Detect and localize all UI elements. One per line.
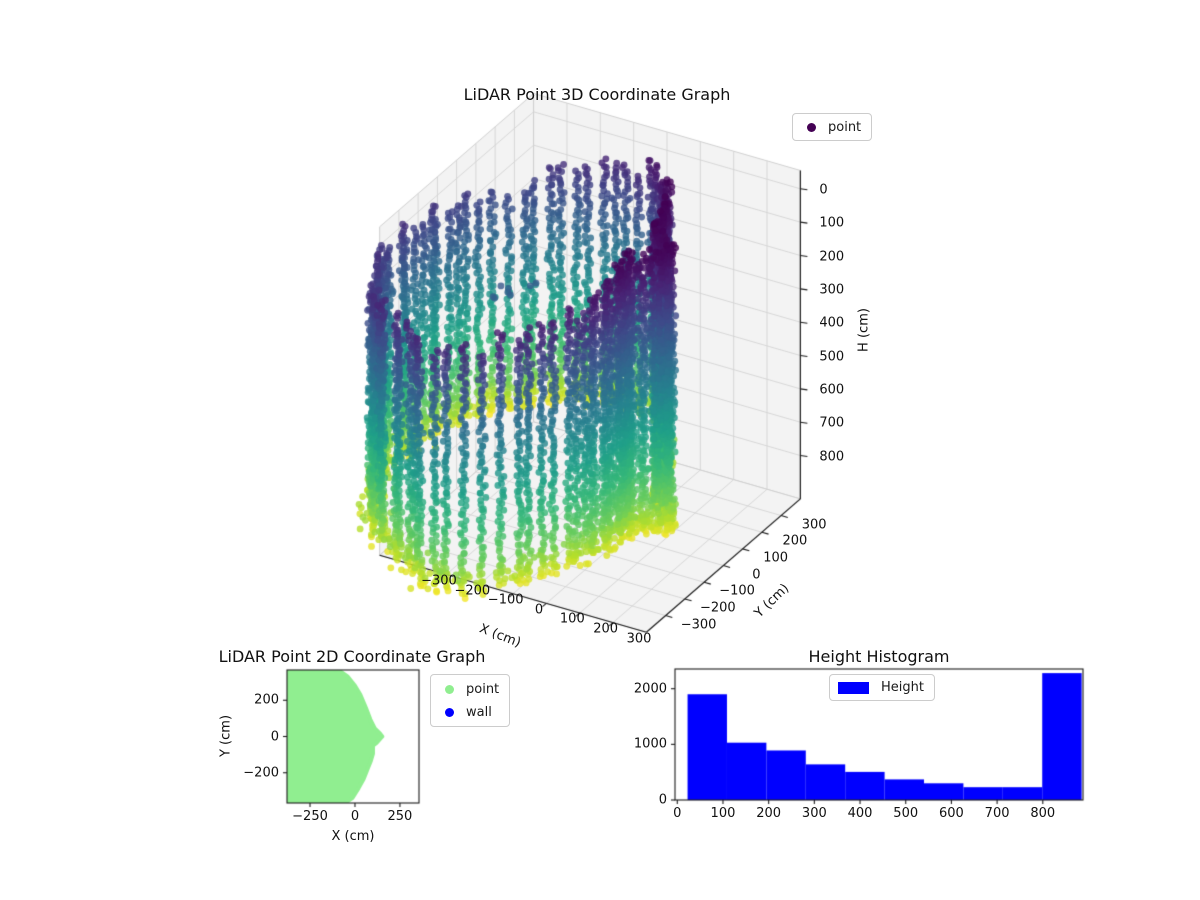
histogram-ytick-0: 0 <box>658 792 667 808</box>
histogram-legend: Height <box>829 674 935 701</box>
plot3d-ytick-5: 200 <box>782 533 808 549</box>
plot3d-ztick-3: 300 <box>819 282 845 298</box>
plot3d-ztick-0: 0 <box>819 182 828 198</box>
plot3d-xtick-2: −100 <box>487 592 524 608</box>
histogram-ytick-2: 2000 <box>633 681 667 697</box>
histogram-xtick-8: 800 <box>1030 806 1056 821</box>
histogram-xtick-5: 500 <box>893 806 919 821</box>
legend-row-point: point <box>439 679 499 699</box>
plot2d-ytick-2: −200 <box>243 765 279 781</box>
histogram-xtick-7: 700 <box>984 806 1010 821</box>
plot3d-ztick-5: 500 <box>819 349 845 365</box>
plot3d-ytick-2: −100 <box>719 583 755 599</box>
plot2d-ytick-0: 200 <box>254 692 279 708</box>
histogram-xtick-4: 400 <box>847 806 873 821</box>
legend-row-wall: wall <box>439 702 499 722</box>
histogram-xtick-6: 600 <box>938 806 964 821</box>
wall-marker-swatch <box>445 707 454 717</box>
height-bar-swatch <box>838 681 869 694</box>
point-legend-label: point <box>466 681 500 697</box>
plot3d-ztick-7: 700 <box>819 415 845 431</box>
histogram-xtick-2: 200 <box>756 806 782 821</box>
plot3d-ztick-1: 100 <box>819 215 845 231</box>
histogram-xtick-0: 0 <box>673 806 682 821</box>
plot2d-xlabel: X (cm) <box>331 829 375 844</box>
plot3d-ytick-1: −200 <box>700 600 736 616</box>
histogram-xtick-1: 100 <box>710 806 736 821</box>
plot3d-ztick-4: 400 <box>819 315 845 331</box>
legend-row-height: Height <box>838 680 924 696</box>
point-marker-swatch <box>445 684 454 694</box>
plot3d-ytick-4: 100 <box>763 550 789 566</box>
plot3d-xtick-6: 300 <box>626 631 652 647</box>
plot3d-ztick-8: 800 <box>819 449 845 465</box>
plot3d-xtick-3: 0 <box>534 602 544 618</box>
plot2d-xtick-2: 250 <box>387 809 413 824</box>
plot3d-ztick-6: 600 <box>819 382 845 398</box>
plot2d-xtick-0: −250 <box>292 809 328 824</box>
plot2d-title: LiDAR Point 2D Coordinate Graph <box>218 647 486 666</box>
plot3d-ztick-2: 200 <box>819 249 845 264</box>
legend-row-point: point <box>801 119 861 135</box>
plot3d-ytick-0: −300 <box>680 617 717 633</box>
wall-legend-label: wall <box>466 704 492 720</box>
point-legend-label: point <box>828 119 862 135</box>
plot3d-title: LiDAR Point 3D Coordinate Graph <box>463 85 731 104</box>
height-legend-label: Height <box>881 680 924 695</box>
plot3d-ytick-6: 300 <box>801 517 827 533</box>
plot3d-xtick-5: 200 <box>593 621 619 637</box>
histogram-xtick-3: 300 <box>801 806 827 821</box>
plot3d-xtick-0: −300 <box>421 573 457 589</box>
plot2d-ylabel: Y (cm) <box>218 714 234 758</box>
histogram-ytick-1: 1000 <box>633 736 667 752</box>
plot3d-zlabel: H (cm) <box>856 308 872 352</box>
plot3d-legend: point <box>792 113 873 141</box>
plot2d-legend: point wall <box>430 674 511 727</box>
histogram-title: Height Histogram <box>808 647 950 666</box>
plot3d-ytick-3: 0 <box>752 567 761 583</box>
plot2d-ytick-1: 0 <box>270 729 279 744</box>
plot2d-xtick-1: 0 <box>350 809 360 824</box>
point-marker-swatch <box>807 122 816 132</box>
plot3d-xtick-4: 100 <box>559 611 585 627</box>
plot3d-xtick-1: −200 <box>454 583 491 598</box>
